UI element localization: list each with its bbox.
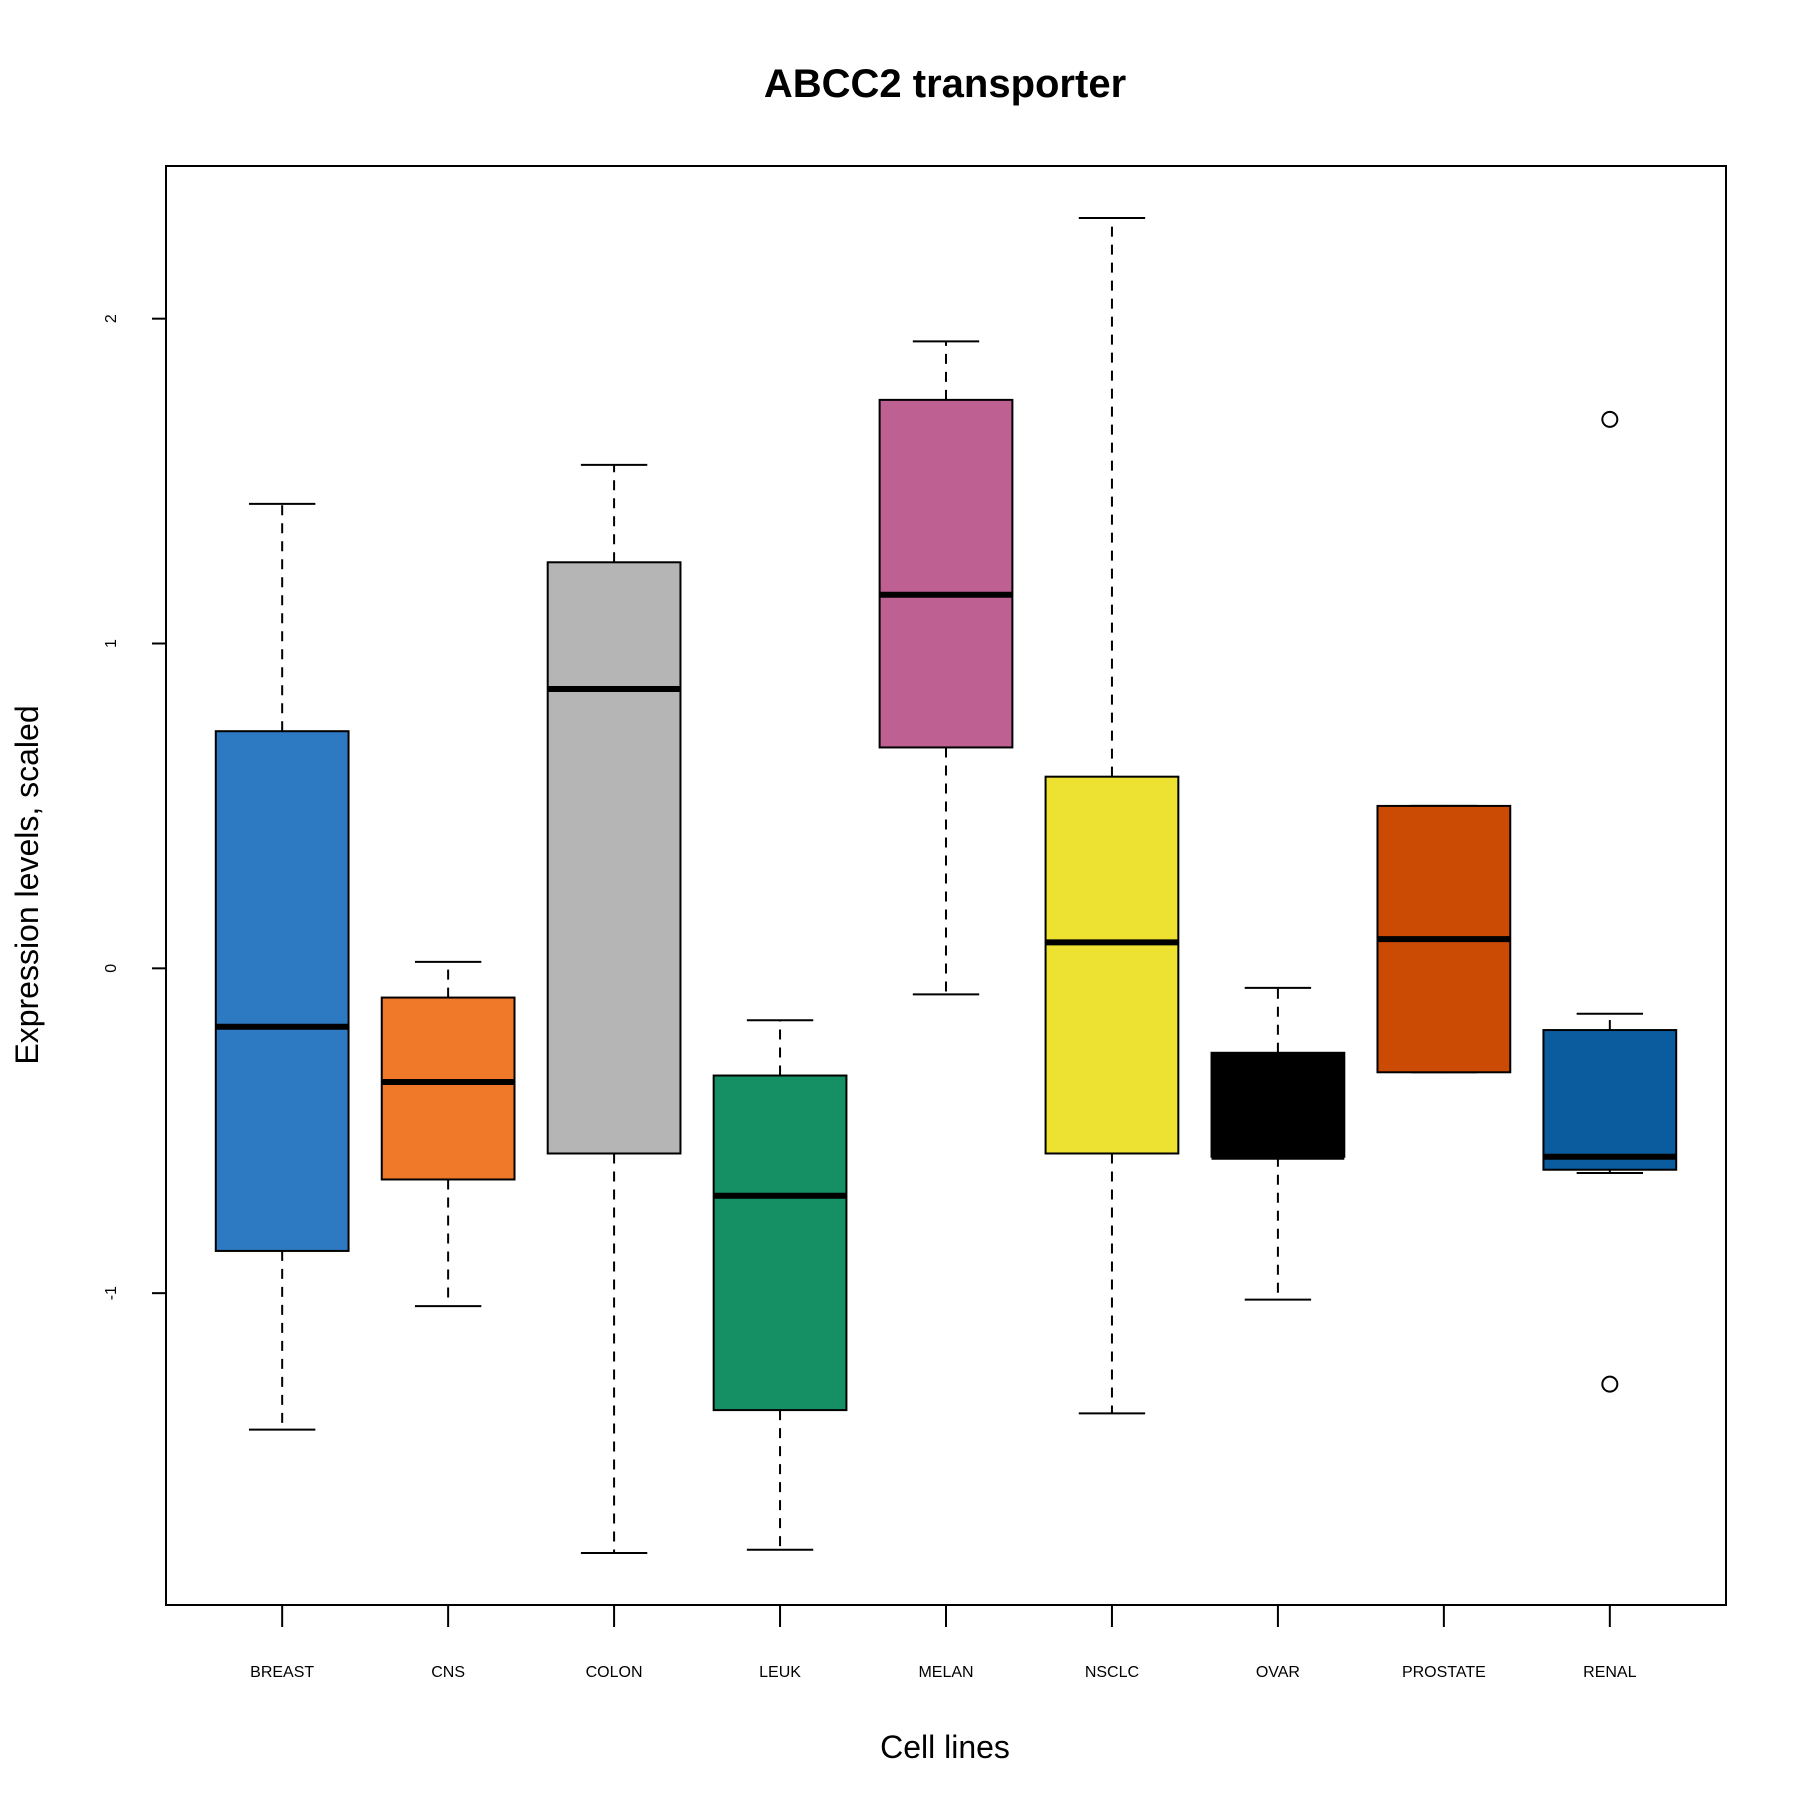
x-tick-label: PROSTATE <box>1402 1664 1486 1681</box>
x-tick-label: LEUK <box>759 1664 801 1681</box>
y-axis: -1 0 1 2 <box>103 314 166 1300</box>
y-tick-label: 0 <box>103 964 120 973</box>
box-rect <box>546 561 682 1155</box>
outlier-point <box>1601 1375 1619 1393</box>
box-leuk <box>712 1019 848 1551</box>
x-tick-label: BREAST <box>250 1664 314 1681</box>
box-prostate <box>1376 804 1512 1074</box>
box-renal <box>1542 410 1678 1393</box>
outlier-point <box>1601 410 1619 428</box>
box-rect <box>214 730 350 1252</box>
x-axis: BREAST CNS COLON LEUK MELAN NSCLC OVAR PROSTATE… <box>250 1605 1637 1681</box>
y-axis-label: Expression levels, scaled <box>9 705 45 1064</box>
x-tick-label: RENAL <box>1583 1664 1636 1681</box>
box-melan <box>878 340 1014 996</box>
x-tick-label: CNS <box>431 1664 465 1681</box>
x-tick-label: NSCLC <box>1085 1664 1139 1681</box>
box-ovar <box>1210 986 1346 1301</box>
box-breast <box>214 502 350 1431</box>
box-rect <box>1044 775 1180 1155</box>
boxes <box>214 216 1678 1555</box>
x-axis-label: Cell lines <box>880 1729 1010 1765</box>
x-tick-label: OVAR <box>1256 1664 1300 1681</box>
chart-title: ABCC2 transporter <box>764 62 1126 106</box>
box-rect <box>878 398 1014 749</box>
box-rect <box>380 996 516 1181</box>
y-tick-label: -1 <box>103 1286 120 1300</box>
box-rect <box>1542 1029 1678 1171</box>
y-tick-label: 2 <box>103 314 120 323</box>
box-rect <box>1210 1051 1346 1158</box>
y-tick-label: 1 <box>103 639 120 648</box>
x-tick-label: COLON <box>586 1664 643 1681</box>
x-tick-label: MELAN <box>918 1664 973 1681</box>
box-nsclc <box>1044 216 1180 1415</box>
box-colon <box>546 463 682 1555</box>
box-rect <box>712 1074 848 1412</box>
box-cns <box>380 960 516 1308</box>
